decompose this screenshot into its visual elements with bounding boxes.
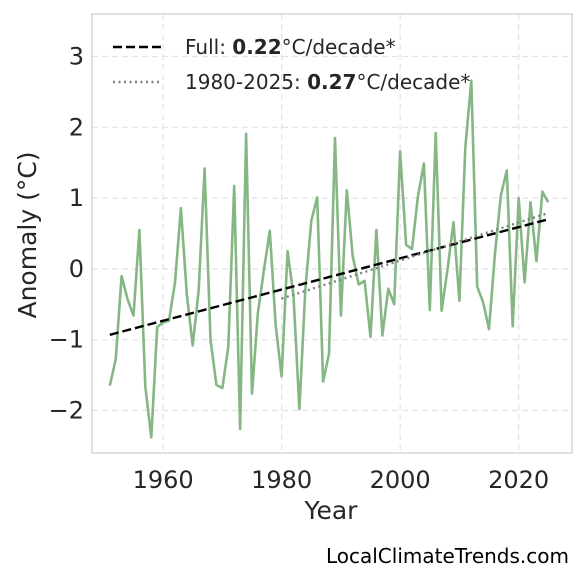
legend-entry-full: Full: 0.22°C/decade* [185, 35, 396, 59]
series-layer [108, 79, 550, 439]
x-tick-label-1960: 1960 [133, 466, 194, 494]
x-tick-label-1980: 1980 [251, 466, 312, 494]
full-trend-line [109, 218, 549, 336]
x-tick-label-2000: 2000 [370, 466, 431, 494]
y-tick-label-1: 1 [69, 184, 84, 212]
tick-labels: 1960 1980 2000 2020 3 2 1 0 −1 −2 [49, 42, 550, 494]
y-tick-label--2: −2 [49, 397, 84, 425]
x-axis-title: Year [304, 496, 359, 525]
anomaly-series-line [108, 79, 550, 439]
plot-frame [91, 13, 573, 454]
y-tick-label-3: 3 [69, 42, 84, 70]
legend-entry-1980-2025: 1980-2025: 0.27°C/decade* [185, 70, 470, 94]
watermark: LocalClimateTrends.com [325, 544, 569, 568]
legend: Full: 0.22°C/decade* 1980-2025: 0.27°C/d… [113, 35, 470, 94]
y-tick-label-0: 0 [69, 255, 84, 283]
y-axis-title: Anomaly (°C) [13, 151, 42, 318]
y-tick-label-2: 2 [69, 113, 84, 141]
x-tick-label-2020: 2020 [488, 466, 549, 494]
y-tick-label--1: −1 [49, 326, 84, 354]
